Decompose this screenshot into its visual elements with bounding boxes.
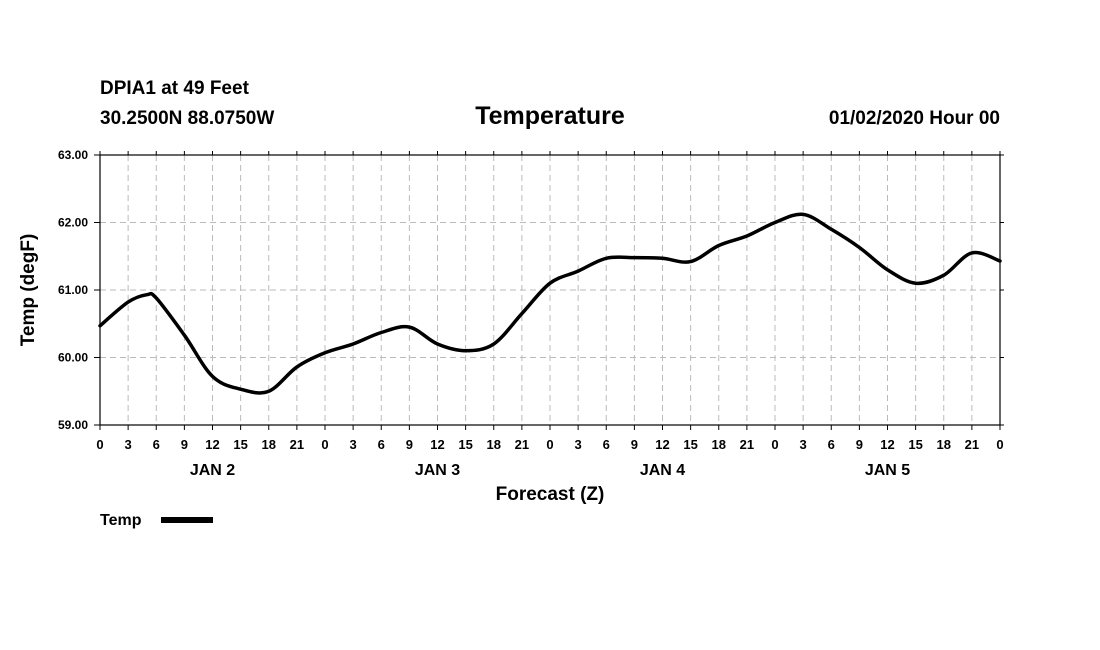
x-tick-label: 6 <box>153 437 160 452</box>
x-tick-label: 0 <box>321 437 328 452</box>
coordinates-label: 30.2500N 88.0750W <box>100 108 274 129</box>
x-tick-label: 9 <box>181 437 188 452</box>
x-axis-label: Forecast (Z) <box>496 484 605 505</box>
grid <box>100 155 1000 425</box>
temp-series-line <box>98 212 1002 395</box>
x-tick-label: 0 <box>996 437 1003 452</box>
y-tick-label: 59.00 <box>58 418 88 432</box>
x-tick-label: 15 <box>233 437 247 452</box>
x-tick-label: 21 <box>965 437 979 452</box>
day-label: JAN 4 <box>640 462 685 479</box>
day-label: JAN 3 <box>415 462 460 479</box>
x-tick-label: 15 <box>458 437 472 452</box>
legend-label: Temp <box>100 512 142 529</box>
forecast-date-label: 01/02/2020 Hour 00 <box>829 108 1000 129</box>
x-tick-label: 21 <box>740 437 754 452</box>
x-tick-label: 9 <box>856 437 863 452</box>
day-labels: JAN 2 JAN 3 JAN 4 JAN 5 <box>190 462 910 479</box>
day-label: JAN 5 <box>865 462 910 479</box>
x-tick-label: 0 <box>546 437 553 452</box>
x-tick-label: 12 <box>430 437 444 452</box>
x-tick-label: 18 <box>937 437 951 452</box>
chart-title: Temperature <box>475 102 625 130</box>
plot-frame <box>99 154 1001 426</box>
x-tick-label: 3 <box>575 437 582 452</box>
station-label: DPIA1 at 49 Feet <box>100 78 250 99</box>
day-label: JAN 2 <box>190 462 235 479</box>
x-tick-label: 15 <box>683 437 697 452</box>
x-tick-label: 6 <box>603 437 610 452</box>
x-tick-label: 6 <box>828 437 835 452</box>
y-tick-label: 60.00 <box>58 351 88 365</box>
x-tick-label: 12 <box>880 437 894 452</box>
x-tick-label: 21 <box>515 437 529 452</box>
x-tick-label: 6 <box>378 437 385 452</box>
x-tick-label: 15 <box>908 437 922 452</box>
x-tick-label: 3 <box>350 437 357 452</box>
y-tick-label: 62.00 <box>58 216 88 230</box>
x-tick-label: 21 <box>290 437 304 452</box>
x-tick-label: 12 <box>205 437 219 452</box>
x-tick-label: 12 <box>655 437 669 452</box>
legend: Temp <box>100 512 213 529</box>
x-tick-label: 9 <box>631 437 638 452</box>
x-tick-label: 18 <box>262 437 276 452</box>
y-tick-label: 63.00 <box>58 148 88 162</box>
x-tick-label: 18 <box>487 437 501 452</box>
x-tick-label: 3 <box>125 437 132 452</box>
x-tick-label: 9 <box>406 437 413 452</box>
y-axis-label: Temp (degF) <box>18 234 39 347</box>
legend-line-swatch <box>161 517 213 523</box>
x-tick-label: 18 <box>712 437 726 452</box>
x-tick-label: 0 <box>96 437 103 452</box>
y-tick-label: 61.00 <box>58 283 88 297</box>
x-tick-label: 0 <box>771 437 778 452</box>
x-tick-label: 3 <box>800 437 807 452</box>
x-axis: 0 3 6 9 12 15 18 21 0 3 6 9 12 15 18 21 0 3 6 9 12 15 18 21 0 3 6 9… <box>96 151 1004 452</box>
y-axis: 59.00 60.00 61.00 62.00 63.00 <box>58 148 1004 432</box>
